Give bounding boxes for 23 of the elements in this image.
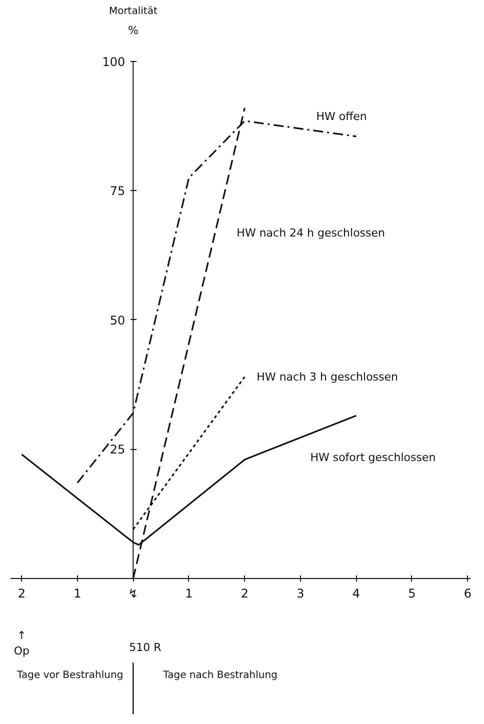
x-tick-label: 1 bbox=[185, 586, 193, 600]
x-tick-label: ↯ bbox=[128, 586, 138, 600]
x-tick-label: 2 bbox=[240, 586, 249, 600]
text: 510 R bbox=[129, 641, 162, 654]
y-tick-label: 25 bbox=[110, 442, 126, 457]
y-tick-label: 75 bbox=[110, 184, 126, 198]
series-label: HW sofort geschlossen bbox=[310, 451, 436, 464]
text: Tage vor Bestrahlung bbox=[16, 670, 124, 682]
text: ↑ Op bbox=[14, 628, 30, 658]
series-label: HW nach 24 h geschlossen bbox=[236, 226, 386, 240]
x-tick-label: 1 bbox=[74, 586, 82, 600]
x-tick-label: 3 bbox=[296, 586, 304, 600]
text: Tage nach Bestrahlung bbox=[162, 670, 278, 682]
x-tick-label: 4 bbox=[352, 586, 360, 600]
y-axis-title: Mortalität bbox=[108, 6, 158, 18]
y-tick-label: 100 bbox=[102, 54, 126, 69]
y-tick-label: 50 bbox=[110, 313, 126, 328]
x-tick-label: 5 bbox=[408, 586, 416, 600]
text: % bbox=[128, 24, 138, 37]
x-tick-label: 6 bbox=[464, 586, 472, 600]
series-label: HW offen bbox=[316, 110, 367, 123]
x-tick-label: 2 bbox=[18, 586, 26, 600]
series-label: HW nach 3 h geschlossen bbox=[256, 370, 398, 384]
